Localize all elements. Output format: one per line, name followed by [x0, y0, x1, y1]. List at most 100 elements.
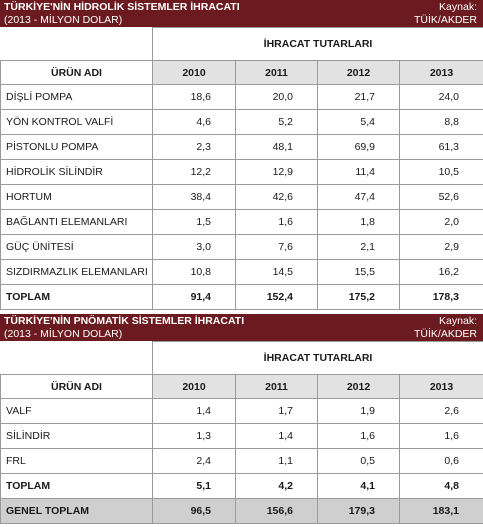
total-value: 178,3	[399, 284, 483, 310]
pneumatic-source-label: Kaynak:	[439, 315, 477, 327]
value-cell: 4,6	[152, 109, 236, 135]
table-row: YÖN KONTROL VALFİ 4,6 5,2 5,4 8,8	[0, 109, 483, 135]
total-value: 5,1	[152, 473, 236, 499]
table-row: GÜÇ ÜNİTESİ 3,0 7,6 2,1 2,9	[0, 234, 483, 260]
value-cell: 1,6	[317, 423, 400, 449]
value-cell: 2,3	[152, 134, 236, 160]
value-cell: 2,1	[317, 234, 400, 260]
value-cell: 42,6	[235, 184, 318, 210]
value-cell: 14,5	[235, 259, 318, 285]
grand-total-value: 156,6	[235, 498, 318, 524]
total-row: TOPLAM 5,1 4,2 4,1 4,8	[0, 473, 483, 499]
hydraulic-source-value: TÜİK/AKDER	[413, 14, 477, 26]
table-row: BAĞLANTI ELEMANLARI 1,5 1,6 1,8 2,0	[0, 209, 483, 235]
value-cell: 15,5	[317, 259, 400, 285]
value-cell: 1,1	[235, 448, 318, 474]
product-column-header: ÜRÜN ADI	[0, 374, 153, 399]
value-cell: 18,6	[152, 84, 236, 110]
product-name: PİSTONLU POMPA	[0, 134, 153, 160]
table-row: PİSTONLU POMPA 2,3 48,1 69,9 61,3	[0, 134, 483, 160]
value-cell: 61,3	[399, 134, 483, 160]
pneumatic-source-value: TÜİK/AKDER	[413, 328, 477, 340]
value-cell: 21,7	[317, 84, 400, 110]
value-cell: 3,0	[152, 234, 236, 260]
hydraulic-table-header: TÜRKİYE'NİN HİDROLİK SİSTEMLER İHRACATI …	[0, 0, 483, 27]
product-name: SIZDIRMAZLIK ELEMANLARI	[0, 259, 153, 285]
value-cell: 16,2	[399, 259, 483, 285]
year-header: 2013	[399, 60, 483, 85]
value-cell: 0,6	[399, 448, 483, 474]
grand-total-value: 96,5	[152, 498, 236, 524]
total-label: TOPLAM	[0, 473, 153, 499]
table-row: FRL 2,4 1,1 0,5 0,6	[0, 448, 483, 474]
product-name: DİŞLİ POMPA	[0, 84, 153, 110]
value-cell: 1,7	[235, 398, 318, 424]
value-cell: 24,0	[399, 84, 483, 110]
value-cell: 1,8	[317, 209, 400, 235]
table-row: HİDROLİK SİLİNDİR 12,2 12,9 11,4 10,5	[0, 159, 483, 185]
table-row: DİŞLİ POMPA 18,6 20,0 21,7 24,0	[0, 84, 483, 110]
value-cell: 0,5	[317, 448, 400, 474]
value-cell: 5,2	[235, 109, 318, 135]
product-name: FRL	[0, 448, 153, 474]
value-cell: 10,8	[152, 259, 236, 285]
grand-total-value: 179,3	[317, 498, 400, 524]
product-name: YÖN KONTROL VALFİ	[0, 109, 153, 135]
year-header: 2013	[399, 374, 483, 399]
pneumatic-exports-table: İHRACAT TUTARLARI ÜRÜN ADI 2010 2011 201…	[0, 341, 483, 524]
value-cell: 5,4	[317, 109, 400, 135]
grand-total-label: GENEL TOPLAM	[0, 498, 153, 524]
hydraulic-exports-table: İHRACAT TUTARLARI ÜRÜN ADI 2010 2011 201…	[0, 27, 483, 310]
value-cell: 69,9	[317, 134, 400, 160]
table-row: SIZDIRMAZLIK ELEMANLARI 10,8 14,5 15,5 1…	[0, 259, 483, 285]
total-value: 152,4	[235, 284, 318, 310]
pneumatic-table-subtitle: (2013 - MİLYON DOLAR)	[4, 328, 123, 340]
value-cell: 7,6	[235, 234, 318, 260]
header-spacer	[0, 341, 153, 375]
value-cell: 12,9	[235, 159, 318, 185]
value-cell: 8,8	[399, 109, 483, 135]
total-row: TOPLAM 91,4 152,4 175,2 178,3	[0, 284, 483, 310]
year-header: 2011	[235, 60, 318, 85]
value-cell: 52,6	[399, 184, 483, 210]
value-cell: 1,4	[152, 398, 236, 424]
year-header: 2011	[235, 374, 318, 399]
value-cell: 38,4	[152, 184, 236, 210]
year-header: 2010	[152, 374, 236, 399]
value-cell: 20,0	[235, 84, 318, 110]
group-header: İHRACAT TUTARLARI	[152, 341, 483, 375]
product-column-header: ÜRÜN ADI	[0, 60, 153, 85]
value-cell: 1,5	[152, 209, 236, 235]
value-cell: 48,1	[235, 134, 318, 160]
value-cell: 2,9	[399, 234, 483, 260]
value-cell: 1,4	[235, 423, 318, 449]
year-header: 2010	[152, 60, 236, 85]
total-label: TOPLAM	[0, 284, 153, 310]
product-name: GÜÇ ÜNİTESİ	[0, 234, 153, 260]
product-name: SİLİNDİR	[0, 423, 153, 449]
product-name: BAĞLANTI ELEMANLARI	[0, 209, 153, 235]
grand-total-value: 183,1	[399, 498, 483, 524]
total-value: 175,2	[317, 284, 400, 310]
product-name: HORTUM	[0, 184, 153, 210]
header-spacer	[0, 27, 153, 61]
product-name: HİDROLİK SİLİNDİR	[0, 159, 153, 185]
total-value: 4,2	[235, 473, 318, 499]
value-cell: 1,6	[399, 423, 483, 449]
value-cell: 1,3	[152, 423, 236, 449]
value-cell: 10,5	[399, 159, 483, 185]
total-value: 91,4	[152, 284, 236, 310]
value-cell: 47,4	[317, 184, 400, 210]
value-cell: 1,6	[235, 209, 318, 235]
table-row: HORTUM 38,4 42,6 47,4 52,6	[0, 184, 483, 210]
pneumatic-table-title: TÜRKİYE'NİN PNÖMATİK SİSTEMLER İHRACATI	[4, 315, 245, 327]
pneumatic-table-header: TÜRKİYE'NİN PNÖMATİK SİSTEMLER İHRACATI …	[0, 314, 483, 341]
table-row: SİLİNDİR 1,3 1,4 1,6 1,6	[0, 423, 483, 449]
product-name: VALF	[0, 398, 153, 424]
total-value: 4,1	[317, 473, 400, 499]
total-value: 4,8	[399, 473, 483, 499]
grand-total-row: GENEL TOPLAM 96,5 156,6 179,3 183,1	[0, 498, 483, 524]
year-header: 2012	[317, 374, 400, 399]
value-cell: 12,2	[152, 159, 236, 185]
year-header: 2012	[317, 60, 400, 85]
